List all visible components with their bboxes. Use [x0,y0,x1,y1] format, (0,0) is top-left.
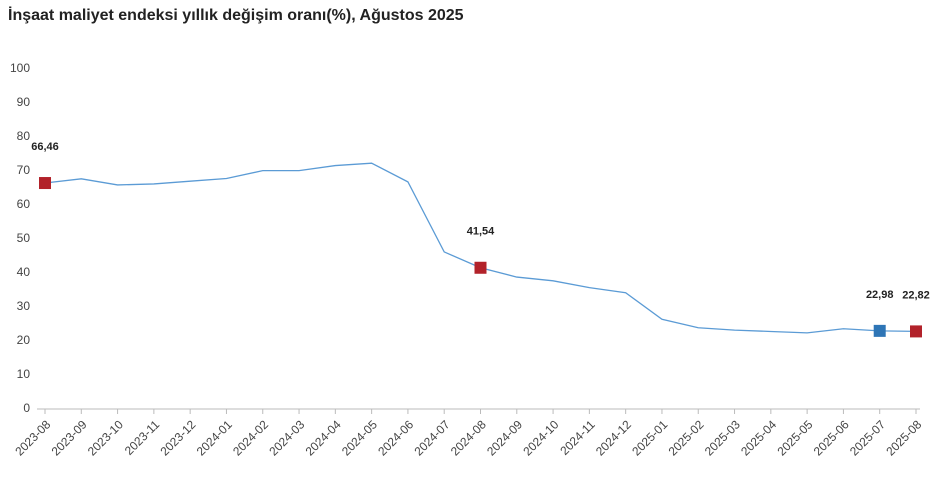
data-label: 22,82 [902,289,930,301]
y-tick-label: 40 [17,265,31,279]
x-tick-label: 2025-03 [702,417,743,458]
y-tick-label: 70 [17,163,31,177]
x-tick-label: 2025-02 [666,417,707,458]
y-tick-label: 30 [17,299,31,313]
y-tick-label: 100 [10,61,30,75]
y-tick-label: 80 [17,129,31,143]
point-marker [474,261,487,274]
x-tick-label: 2024-04 [303,417,344,458]
x-tick-label: 2025-04 [738,417,779,458]
x-tick-label: 2024-07 [412,417,453,458]
x-tick-label: 2024-09 [484,417,525,458]
y-tick-label: 10 [17,367,31,381]
line [44,162,917,334]
x-tick-label: 2025-07 [847,417,888,458]
x-tick-label: 2024-06 [375,417,416,458]
x-tick-label: 2024-11 [557,417,598,458]
data-label: 22,98 [866,289,894,301]
y-tick-label: 20 [17,333,31,347]
data-label: 41,54 [467,226,495,238]
x-tick-label: 2024-05 [339,417,380,458]
y-tick-label: 90 [17,95,31,109]
x-tick-label: 2024-12 [593,417,634,458]
point-marker [39,177,51,190]
x-tick-label: 2024-10 [520,417,561,458]
chart-title: İnşaat maliyet endeksi yıllık değişim or… [8,6,464,24]
x-tick-label: 2025-06 [811,417,852,458]
y-tick-label: 50 [17,231,31,245]
x-tick-label: 2024-03 [266,417,307,458]
y-tick-label: 60 [17,197,31,211]
x-tick-label: 2025-05 [774,417,815,458]
x-tick-label: 2025-08 [883,417,924,458]
point-marker [910,325,922,338]
x-tick-label: 2023-12 [157,417,198,458]
x-tick-label: 2023-08 [12,417,53,458]
point-marker [873,324,886,337]
data-label: 66,46 [31,141,59,153]
x-tick-label: 2023-09 [49,417,90,458]
x-tick-label: 2023-10 [85,417,126,458]
x-tick-label: 2024-02 [230,417,271,458]
x-tick-label: 2023-11 [122,417,163,458]
x-tick-label: 2024-08 [448,417,489,458]
y-tick-label: 0 [23,401,30,415]
x-tick-label: 2024-01 [194,417,235,458]
x-tick-label: 2025-01 [629,417,670,458]
